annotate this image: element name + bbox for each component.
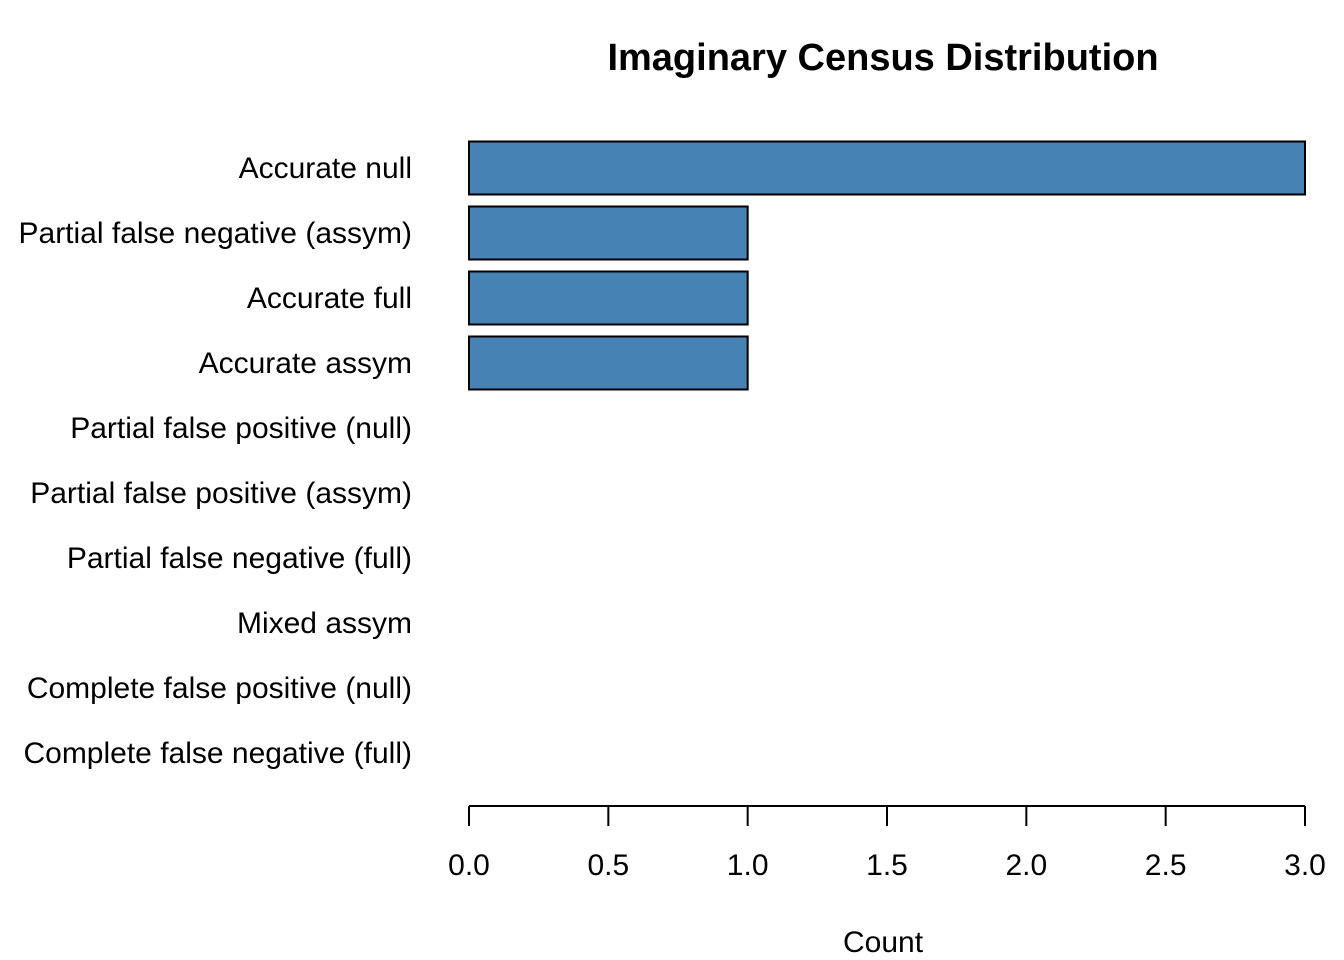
x-tick-label: 1.5	[866, 849, 908, 882]
bars-group	[468, 140, 1306, 391]
x-tick-label: 2.0	[1005, 849, 1047, 882]
x-tick-label: 0.0	[448, 849, 490, 882]
bar	[468, 270, 749, 326]
category-label: Partial false positive (assym)	[30, 477, 412, 510]
bar	[468, 140, 1306, 196]
x-tick-label: 2.5	[1145, 849, 1187, 882]
category-label: Accurate null	[239, 152, 412, 185]
x-tick-label: 1.0	[727, 849, 769, 882]
category-label: Accurate full	[247, 282, 412, 315]
category-label: Complete false positive (null)	[27, 672, 412, 705]
category-label: Partial false positive (null)	[70, 412, 412, 445]
x-tick-label: 0.5	[587, 849, 629, 882]
x-tick-label: 3.0	[1284, 849, 1326, 882]
category-labels: Accurate null Partial false negative (ass…	[19, 152, 413, 770]
category-label: Partial false negative (full)	[67, 542, 412, 575]
bar	[468, 205, 749, 261]
x-axis-label: Count	[843, 926, 924, 959]
category-label: Mixed assym	[237, 607, 412, 640]
category-label: Partial false negative (assym)	[19, 217, 413, 250]
chart-title: Imaginary Census Distribution	[607, 37, 1158, 79]
category-label: Complete false negative (full)	[23, 737, 412, 770]
x-axis: 0.0 0.5 1.0 1.5 2.0 2.5 3.0	[448, 805, 1326, 882]
category-label: Accurate assym	[199, 347, 412, 380]
bar	[468, 335, 749, 391]
